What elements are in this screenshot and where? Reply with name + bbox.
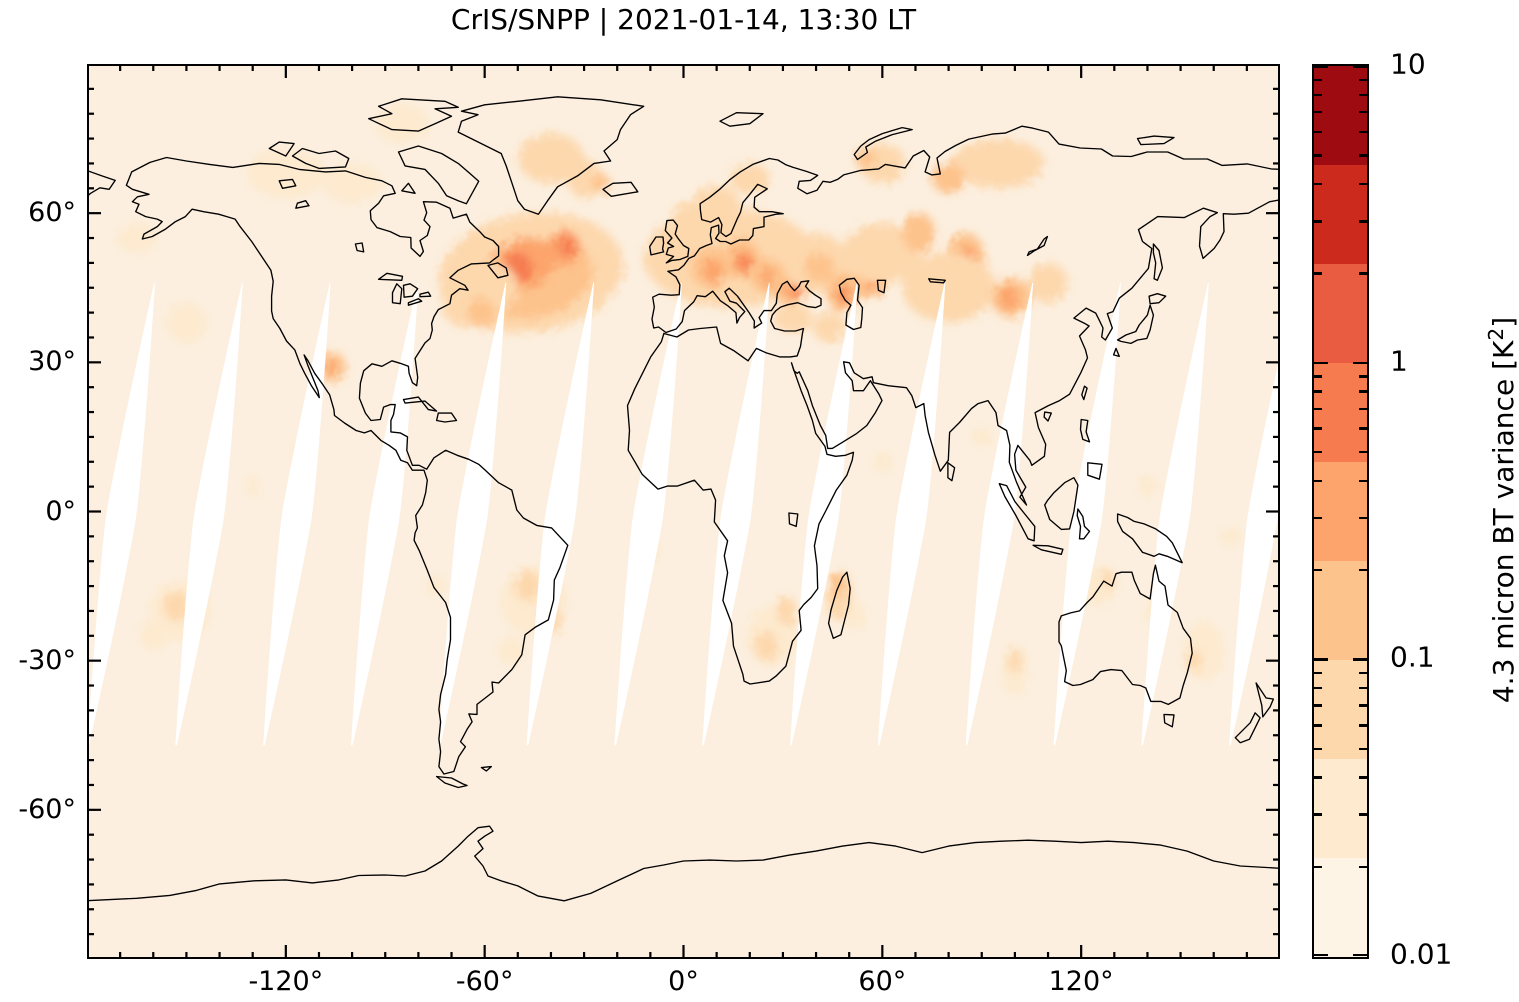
colorbar-tick — [1314, 704, 1322, 707]
colorbar-tick — [1314, 658, 1328, 661]
colorbar-tick — [1359, 671, 1367, 675]
colorbar-tick-label: 0.1 — [1390, 640, 1435, 674]
x-tick-label: 60° — [858, 966, 907, 997]
world-map-plot — [87, 64, 1280, 959]
colorbar-tick — [1314, 390, 1322, 393]
colorbar-tick — [1359, 687, 1367, 690]
colorbar — [1312, 64, 1369, 959]
colorbar-tick — [1353, 954, 1367, 957]
colorbar-tick — [1359, 390, 1367, 393]
colorbar-tick — [1314, 427, 1322, 430]
colorbar-tick — [1359, 93, 1367, 97]
x-tick-label: -120° — [248, 966, 324, 997]
colorbar-tick — [1314, 671, 1322, 675]
colorbar-tick — [1314, 516, 1322, 520]
colorbar-tick — [1314, 747, 1322, 751]
colorbar-tick — [1353, 658, 1367, 661]
colorbar-tick — [1314, 407, 1322, 410]
colorbar-label-close: ] — [1487, 316, 1519, 328]
y-tick-label: -60° — [18, 793, 76, 825]
colorbar-tick — [1359, 220, 1367, 223]
colorbar-tick — [1359, 813, 1367, 816]
colorbar-axis-label: 4.3 micron BT variance [K2] — [1484, 317, 1519, 703]
colorbar-band — [1314, 363, 1367, 462]
y-tick-label: -30° — [18, 644, 76, 676]
colorbar-band — [1314, 165, 1367, 264]
colorbar-tick — [1314, 78, 1322, 81]
x-tick-label: 0° — [668, 966, 699, 997]
colorbar-tick — [1314, 93, 1322, 97]
colorbar-tick — [1314, 865, 1322, 869]
colorbar-tick — [1359, 516, 1367, 520]
colorbar-tick — [1359, 130, 1367, 134]
colorbar-tick — [1359, 724, 1367, 727]
colorbar-band — [1314, 561, 1367, 660]
colorbar-tick — [1314, 813, 1322, 816]
colorbar-band — [1314, 858, 1367, 957]
colorbar-tick — [1359, 375, 1367, 378]
colorbar-tick — [1314, 130, 1322, 134]
colorbar-tick — [1359, 865, 1367, 869]
plot-title: CrIS/SNPP | 2021-01-14, 13:30 LT — [450, 3, 917, 36]
colorbar-band — [1314, 264, 1367, 363]
colorbar-tick — [1359, 154, 1367, 157]
colorbar-tick — [1359, 479, 1367, 483]
colorbar-tick — [1314, 154, 1322, 157]
colorbar-band — [1314, 462, 1367, 561]
colorbar-band — [1314, 660, 1367, 759]
x-tick-label: -60° — [455, 966, 514, 997]
colorbar-tick-label: 0.01 — [1390, 937, 1453, 971]
colorbar-tick — [1359, 183, 1367, 186]
colorbar-tick — [1359, 450, 1367, 454]
colorbar-label-text: 4.3 micron BT variance [K — [1487, 340, 1519, 704]
colorbar-tick — [1359, 407, 1367, 410]
colorbar-tick — [1314, 110, 1322, 114]
colorbar-tick — [1314, 220, 1322, 223]
colorbar-tick — [1314, 776, 1322, 779]
x-tick-label: 120° — [1048, 966, 1114, 997]
variance-heatmap-blobs — [116, 103, 1241, 696]
colorbar-tick — [1314, 479, 1322, 483]
colorbar-tick — [1359, 704, 1367, 707]
colorbar-tick — [1314, 375, 1322, 378]
colorbar-tick — [1359, 110, 1367, 114]
colorbar-band — [1314, 759, 1367, 858]
colorbar-tick — [1314, 724, 1322, 727]
y-tick-label: 60° — [28, 197, 76, 229]
colorbar-label-superscript: 2 — [1483, 327, 1508, 341]
colorbar-tick — [1314, 569, 1322, 572]
colorbar-tick — [1359, 569, 1367, 572]
colorbar-tick-label: 1 — [1390, 344, 1408, 378]
colorbar-tick — [1314, 272, 1322, 275]
colorbar-tick — [1314, 183, 1322, 186]
map-canvas — [87, 64, 1280, 959]
colorbar-tick — [1359, 78, 1367, 81]
colorbar-tick — [1314, 450, 1322, 454]
colorbar-tick — [1314, 954, 1328, 957]
colorbar-tick — [1359, 776, 1367, 779]
colorbar-tick — [1359, 272, 1367, 275]
colorbar-tick-label: 10 — [1390, 47, 1426, 81]
colorbar-tick — [1314, 687, 1322, 690]
colorbar-band — [1314, 66, 1367, 165]
y-tick-label: 0° — [45, 495, 76, 527]
colorbar-tick — [1353, 66, 1367, 69]
colorbar-tick — [1359, 747, 1367, 751]
orbit-gap-stripes — [87, 282, 1280, 746]
colorbar-tick — [1314, 66, 1328, 69]
colorbar-tick — [1359, 427, 1367, 430]
y-tick-label: 30° — [28, 346, 76, 378]
coastlines — [87, 96, 1280, 902]
colorbar-tick — [1314, 361, 1328, 365]
colorbar-tick — [1353, 361, 1367, 365]
